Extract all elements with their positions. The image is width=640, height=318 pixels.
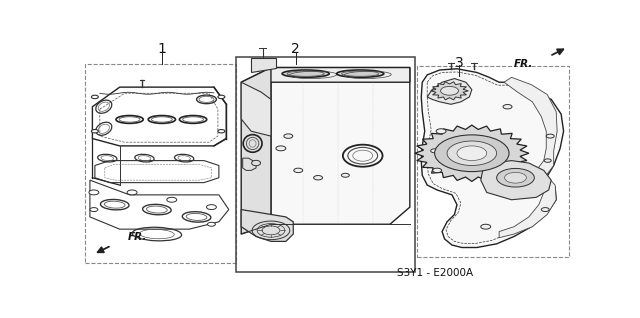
Circle shape	[90, 208, 98, 211]
Circle shape	[167, 197, 177, 202]
Polygon shape	[241, 67, 271, 234]
Ellipse shape	[252, 160, 260, 166]
Text: 3: 3	[455, 56, 464, 70]
Ellipse shape	[337, 70, 384, 77]
Text: 1: 1	[157, 42, 166, 56]
Circle shape	[433, 168, 442, 173]
Circle shape	[92, 129, 99, 133]
Circle shape	[431, 149, 438, 153]
Bar	[417, 66, 568, 257]
Circle shape	[541, 208, 549, 211]
Text: 2: 2	[291, 42, 300, 56]
Circle shape	[218, 95, 225, 99]
Polygon shape	[271, 67, 410, 224]
Circle shape	[447, 141, 497, 165]
Circle shape	[341, 173, 349, 177]
Polygon shape	[499, 77, 557, 238]
Text: FR.: FR.	[513, 59, 533, 69]
Circle shape	[436, 129, 446, 134]
Circle shape	[504, 172, 527, 183]
Polygon shape	[241, 67, 410, 82]
Ellipse shape	[282, 70, 329, 77]
Polygon shape	[428, 79, 472, 104]
Circle shape	[276, 146, 286, 151]
Circle shape	[314, 176, 323, 180]
Polygon shape	[481, 161, 551, 200]
Circle shape	[127, 190, 137, 195]
Bar	[85, 64, 236, 263]
Circle shape	[284, 134, 292, 138]
Circle shape	[440, 86, 458, 95]
Polygon shape	[421, 69, 564, 247]
Polygon shape	[415, 125, 529, 181]
Circle shape	[294, 168, 303, 173]
Circle shape	[89, 190, 99, 195]
Circle shape	[218, 129, 225, 133]
Circle shape	[457, 146, 487, 161]
Circle shape	[481, 224, 491, 229]
Circle shape	[435, 135, 509, 172]
Text: S3Y1 - E2000A: S3Y1 - E2000A	[397, 268, 473, 278]
Circle shape	[547, 134, 554, 138]
Polygon shape	[241, 82, 271, 136]
Polygon shape	[251, 58, 276, 73]
Circle shape	[92, 95, 99, 99]
Ellipse shape	[287, 71, 324, 76]
Text: FR.: FR.	[128, 232, 147, 242]
Polygon shape	[241, 210, 293, 241]
Circle shape	[497, 169, 534, 187]
Ellipse shape	[342, 71, 379, 76]
Bar	[236, 57, 415, 272]
Circle shape	[207, 222, 216, 226]
Polygon shape	[431, 82, 468, 100]
Circle shape	[544, 159, 551, 162]
Circle shape	[503, 105, 512, 109]
Circle shape	[207, 205, 216, 210]
